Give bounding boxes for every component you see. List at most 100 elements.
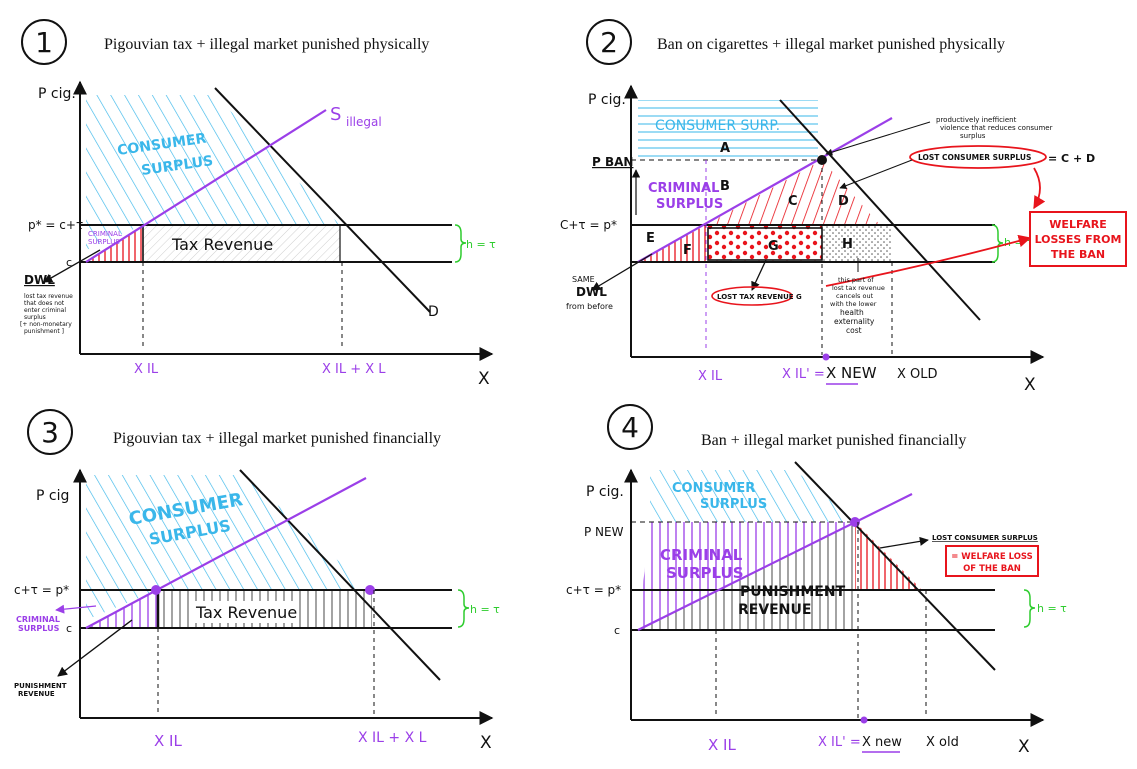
panel-2-x-label: X <box>1024 375 1036 395</box>
panel-1-dwl-arrow <box>43 249 101 283</box>
panel-3-tax-label: Tax Revenue <box>195 603 297 622</box>
panel-4-pstar-label: c+τ = p* <box>566 583 621 597</box>
panel-2-a-label: A <box>720 141 730 156</box>
panel-3-title: Pigouvian tax + illegal market punished … <box>113 430 442 447</box>
panel-2-lost-cs-eq: = C + D <box>1048 152 1095 165</box>
panel-3-tax-label-bg <box>192 601 298 623</box>
panel-2-lost-cs-label: LOST CONSUMER SURPLUS <box>918 153 1031 162</box>
panel-4-welfare-box <box>945 545 1039 577</box>
panel-2-c-label: C <box>788 194 798 209</box>
panel-2-h-note-4: with the lower <box>830 300 877 308</box>
panel-3-punishment-label-1: PUNISHMENT <box>14 682 67 690</box>
panel-2-e-label: E <box>646 231 655 246</box>
panel-3-pstar-label: c+τ = p* <box>14 583 69 597</box>
panel-3-xil-label: X IL <box>154 732 182 750</box>
panel-1-xilxl-label: X IL + X L <box>322 362 386 377</box>
panel-1-dwl-note-2: that does not <box>24 300 65 307</box>
panel-1-dwl-note-5: [+ non-monetary <box>20 321 72 328</box>
panel-2-h-note-1: this part of <box>838 276 874 284</box>
panel-2-welfare-label-2: LOSSES FROM <box>1035 233 1122 246</box>
panel-2-title: Ban on cigarettes + illegal market punis… <box>657 36 1006 53</box>
panel-4-lost-cs-label: LOST CONSUMER SURPLUS <box>932 534 1038 542</box>
panel-2-dwl-label: DWL <box>576 285 607 299</box>
panel-3-punishment-arrow <box>57 619 133 677</box>
panel-2-xnew-dot <box>822 353 830 361</box>
panel-4-criminal-label-1: CRIMINAL <box>660 546 743 564</box>
panel-2-violence-arrow <box>825 121 931 156</box>
panel-3-number-circle <box>27 409 73 455</box>
panel-4-xnew-dot <box>860 716 868 724</box>
panel-3-h-label: h = τ <box>470 603 500 616</box>
panel-4-supply-curve <box>637 493 913 631</box>
panel-4-welfare-label-1: = WELFARE LOSS <box>951 552 1033 562</box>
panel-3-demand-point <box>365 585 375 595</box>
panel-2-h-note-5: health <box>840 308 864 317</box>
panel-4-x-label: X <box>1018 737 1030 757</box>
panel-4-consumer-area <box>650 470 855 522</box>
panel-4-loss-arrow <box>879 536 929 549</box>
panel-2-welfare-box <box>1029 211 1127 267</box>
panel-3-punishment-label-2: REVENUE <box>18 690 55 698</box>
panel-2-welfare-label-3: THE BAN <box>1051 248 1105 261</box>
panel-4-y-label: P cig. <box>586 484 624 500</box>
panel-4-xil-label: X IL <box>708 736 736 754</box>
panel-4-xnew-label: X new <box>862 735 902 750</box>
panel-2-h-area <box>822 225 892 262</box>
panel-3-demand-curve <box>239 469 441 681</box>
panel-2-xil-label: X IL <box>698 369 723 384</box>
panel-1-c-label: c <box>66 256 72 269</box>
panel-1-demand-label: D <box>428 304 439 320</box>
panel-4-demand-curve <box>794 461 996 671</box>
panel-3-supply-curve <box>85 477 367 629</box>
panel-1-dwl-note-4: surplus <box>24 314 46 321</box>
panel-1-dwl-note-6: punishment ] <box>24 328 64 335</box>
panel-2-lost-tax-arrow <box>751 259 767 291</box>
panel-3-h-brace <box>457 589 470 628</box>
panel-1-number-circle <box>21 19 67 65</box>
panel-3-il-point <box>151 585 161 595</box>
panel-3: 3 P cig X c+τ = p* c CONSUMER SURPLUS CR… <box>14 409 500 753</box>
panel-4-title: Ban + illegal market punished financiall… <box>701 432 967 449</box>
panel-1-title: Pigouvian tax + illegal market punished … <box>104 36 430 53</box>
panel-2-g-label: G <box>768 239 779 254</box>
panel-3-criminal-label-1: CRIMINAL <box>16 615 60 624</box>
panel-2-h-note-7: cost <box>846 326 862 335</box>
panel-2-d-label: D <box>838 194 849 209</box>
panel-3-c-label: c <box>66 622 72 635</box>
panel-2-violence-note-3: surplus <box>960 132 986 140</box>
panel-4: 4 P cig. X P NEW c+τ = p* c CONSUMER SUR… <box>566 404 1067 757</box>
panel-2-demand-curve <box>779 99 981 321</box>
panel-2-supply-curve <box>637 117 893 263</box>
panel-4-xold-label: X old <box>926 735 959 750</box>
panel-2-lost-tax-label: LOST TAX REVENUE G <box>717 293 802 301</box>
panel-2-f-label: F <box>683 243 692 258</box>
panel-2-dwl-arrow <box>591 253 653 291</box>
panel-1-pstar-label: p* = c+τ <box>28 218 83 232</box>
panel-2-h-note-6: externality <box>834 317 875 326</box>
panel-1-number: 1 <box>35 26 53 59</box>
panel-2-h-note-3: cancels out <box>836 292 874 300</box>
panel-1-s-label: S <box>330 104 341 125</box>
panel-1-tax-revenue-label: Tax Revenue <box>171 235 273 254</box>
panel-2-violence-note-2: violence that reduces consumer <box>940 124 1053 132</box>
panel-3-x-label: X <box>480 733 492 753</box>
panel-2-y-label: P cig. <box>588 92 626 108</box>
panel-1: 1 P cig. X p* = c+τ c S illegal CONSUMER… <box>20 19 496 389</box>
panel-4-punishment-label-2: REVENUE <box>738 602 811 618</box>
panel-2-number: 2 <box>600 26 618 59</box>
panel-1-tax-revenue-area <box>143 225 340 262</box>
panel-3-criminal-label-2: SURPLUS <box>18 624 60 633</box>
panel-4-consumer-label-2: SURPLUS <box>700 497 767 512</box>
panel-1-supply-illegal-curve <box>85 109 327 263</box>
panel-2-welfare-arrow-2 <box>825 234 1032 287</box>
panel-4-number: 4 <box>621 411 639 444</box>
panel-2-c-area <box>706 160 822 225</box>
panel-2: 2 P cig. X P BAN C+τ = p* CONSUMER SUR <box>560 19 1127 395</box>
panel-2-lost-tax-ellipse <box>711 286 793 306</box>
panel-3-number: 3 <box>41 416 59 449</box>
panel-2-from-before-label: from before <box>566 302 613 311</box>
panel-3-y-label: P cig <box>36 488 69 504</box>
panel-2-d-area <box>822 160 880 225</box>
panel-2-criminal-label-2: SURPLUS <box>656 197 723 212</box>
panel-4-criminal-label-2: SURPLUS <box>666 564 744 582</box>
